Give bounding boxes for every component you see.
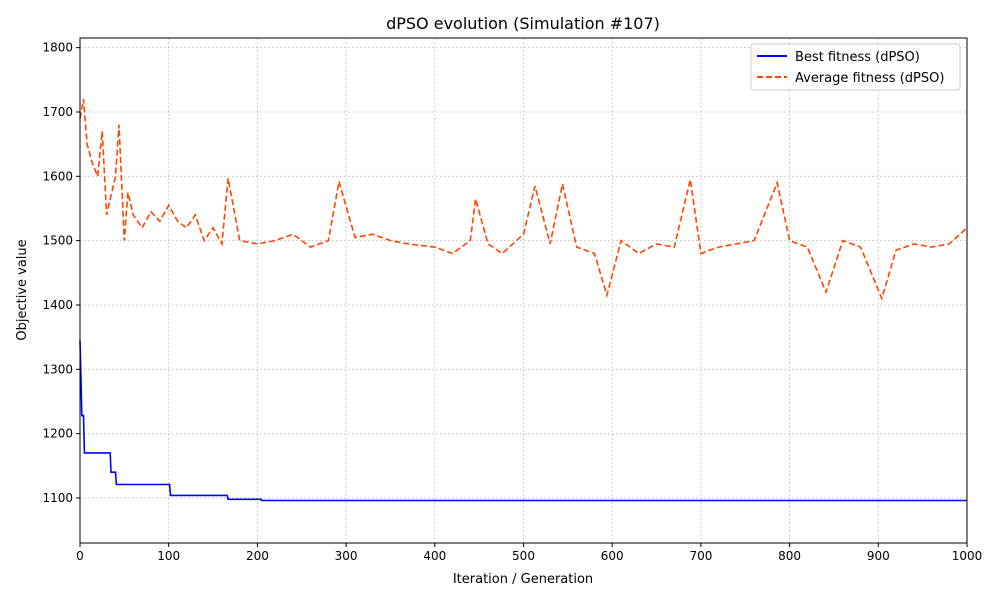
x-axis-label: Iteration / Generation [453, 572, 593, 587]
y-tick-label: 1400 [42, 298, 73, 312]
y-tick-label: 1600 [42, 169, 73, 183]
y-tick-label: 1500 [42, 234, 73, 248]
series-line-average [79, 98, 968, 301]
series-lines [79, 98, 968, 502]
x-tick-label: 100 [157, 549, 180, 563]
series-line-best [79, 340, 967, 502]
y-tick-label: 1800 [42, 41, 73, 55]
x-tick-label: 700 [689, 549, 712, 563]
axis-ticks: 0 100 200 300 400 500 600 700 800 900 1000 1100 1200… [42, 41, 982, 563]
legend: Best fitness (dPSO) Average fitness (dPS… [750, 43, 961, 91]
x-tick-label: 500 [512, 549, 535, 563]
y-axis-label: Objective value [15, 239, 30, 340]
y-tick-label: 1100 [42, 491, 73, 505]
legend-label-best: Best fitness (dPSO) [795, 50, 920, 65]
x-tick-label: 400 [423, 549, 446, 563]
x-tick-label: 900 [867, 549, 890, 563]
x-tick-label: 300 [335, 549, 358, 563]
x-tick-label: 200 [246, 549, 269, 563]
x-tick-label: 0 [76, 549, 84, 563]
chart-title: dPSO evolution (Simulation #107) [386, 14, 660, 33]
y-tick-label: 1700 [42, 105, 73, 119]
legend-box [750, 43, 961, 91]
y-tick-label: 1300 [42, 362, 73, 376]
legend-label-average: Average fitness (dPSO) [795, 71, 944, 86]
x-tick-label: 800 [778, 549, 801, 563]
y-tick-label: 1200 [42, 427, 73, 441]
x-tick-label: 600 [601, 549, 624, 563]
x-tick-label: 1000 [952, 549, 983, 563]
